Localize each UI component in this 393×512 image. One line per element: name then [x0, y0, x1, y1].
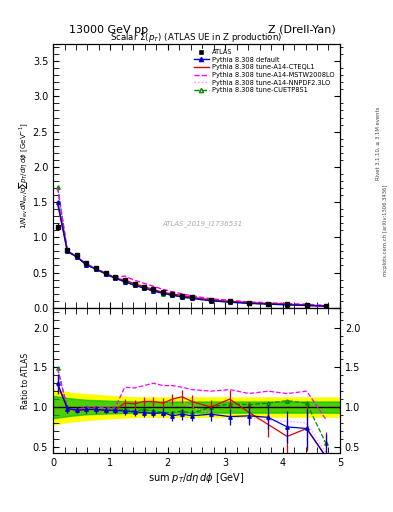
- Text: ATLAS_2019_I1736531: ATLAS_2019_I1736531: [162, 220, 242, 227]
- Y-axis label: Ratio to ATLAS: Ratio to ATLAS: [21, 352, 30, 409]
- Title: Scalar $\Sigma(p_T)$ (ATLAS UE in Z production): Scalar $\Sigma(p_T)$ (ATLAS UE in Z prod…: [110, 31, 283, 44]
- Text: Z (Drell-Yan): Z (Drell-Yan): [268, 25, 336, 35]
- Text: 13000 GeV pp: 13000 GeV pp: [69, 25, 148, 35]
- Y-axis label: $1/N_\mathrm{ev}\,dN_\mathrm{ev}/d\!\sum\! p_T/d\eta\,d\phi\ [\mathrm{GeV}^{-1}]: $1/N_\mathrm{ev}\,dN_\mathrm{ev}/d\!\sum…: [17, 122, 30, 229]
- Text: Rivet 3.1.10, ≥ 3.1M events: Rivet 3.1.10, ≥ 3.1M events: [376, 106, 380, 180]
- Legend: ATLAS, Pythia 8.308 default, Pythia 8.308 tune-A14-CTEQL1, Pythia 8.308 tune-A14: ATLAS, Pythia 8.308 default, Pythia 8.30…: [192, 47, 337, 95]
- Text: mcplots.cern.ch [arXiv:1306.3436]: mcplots.cern.ch [arXiv:1306.3436]: [384, 185, 388, 276]
- X-axis label: sum $p_T/d\eta\,d\phi$ [GeV]: sum $p_T/d\eta\,d\phi$ [GeV]: [148, 471, 245, 485]
